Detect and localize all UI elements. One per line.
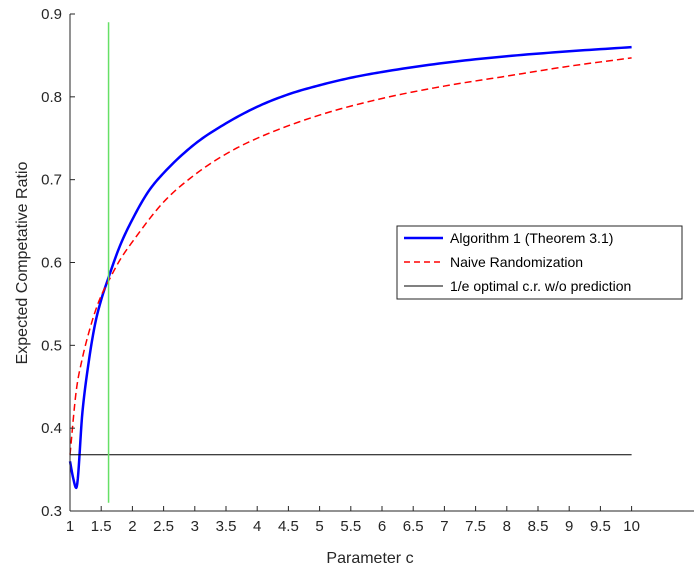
x-tick-label: 4 xyxy=(253,518,261,535)
y-tick-label: 0.4 xyxy=(41,420,62,437)
legend-label-naive: Naive Randomization xyxy=(450,254,583,270)
x-tick-label: 5 xyxy=(315,518,323,535)
x-tick-label: 2.5 xyxy=(153,518,174,535)
x-tick-label: 4.5 xyxy=(278,518,299,535)
series-line-algorithm xyxy=(68,45,632,490)
x-tick-label: 2 xyxy=(128,518,136,535)
x-tick-label: 6 xyxy=(378,518,386,535)
series-line-naive xyxy=(69,57,632,455)
y-tick-label: 0.3 xyxy=(41,503,62,520)
x-tick-label: 8.5 xyxy=(528,518,549,535)
x-tick-label: 5.5 xyxy=(340,518,361,535)
x-tick-label: 1 xyxy=(66,518,74,535)
y-tick-label: 0.5 xyxy=(41,337,62,354)
x-tick-label: 6.5 xyxy=(403,518,424,535)
x-tick-label: 7.5 xyxy=(465,518,486,535)
y-tick-label: 0.9 xyxy=(41,6,62,23)
legend-label-baseline: 1/e optimal c.r. w/o prediction xyxy=(450,278,631,294)
x-tick-label: 9.5 xyxy=(590,518,611,535)
y-tick-label: 0.6 xyxy=(41,255,62,272)
legend: Algorithm 1 (Theorem 3.1) Naive Randomiz… xyxy=(396,225,683,300)
x-axis-title: Parameter c xyxy=(326,550,413,567)
axes xyxy=(69,13,694,512)
x-tick-label: 10 xyxy=(623,518,640,535)
x-tick-label: 3 xyxy=(191,518,199,535)
y-tick-label: 0.7 xyxy=(41,172,62,189)
series-layer xyxy=(68,22,632,503)
x-tick-label: 1.5 xyxy=(91,518,112,535)
x-tick-label: 7 xyxy=(440,518,448,535)
legend-label-algorithm: Algorithm 1 (Theorem 3.1) xyxy=(450,230,613,246)
x-tick-label: 3.5 xyxy=(216,518,237,535)
y-tick-label: 0.8 xyxy=(41,89,62,106)
x-tick-label: 9 xyxy=(565,518,573,535)
x-tick-label: 8 xyxy=(503,518,511,535)
legend-box xyxy=(396,225,683,300)
tick-labels: 1 1.5 2 2.5 3 3.5 4 4.5 5 5.5 6 6.5 7 7.5 8 8.5 9 9.5 10 0.… xyxy=(41,6,640,535)
y-axis-title: Expected Competative Ratio xyxy=(14,162,31,365)
